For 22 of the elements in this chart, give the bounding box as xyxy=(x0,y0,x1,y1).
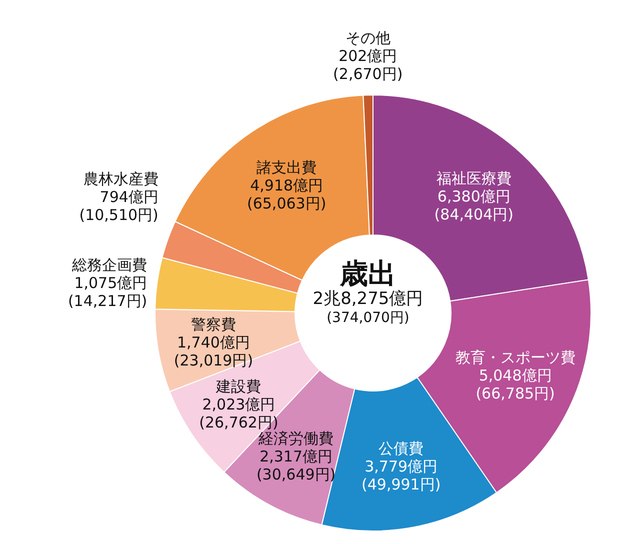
data-label: 202億円 (2,670円) xyxy=(333,47,403,84)
data-label: 794億円 (10,510円) xyxy=(79,188,158,224)
slice-label: その他 xyxy=(345,29,390,48)
data-label: 1,740億円 (23,019円) xyxy=(174,333,254,370)
data-label: 4,918億円 (65,063円) xyxy=(246,176,326,212)
slice-label: 教育・スポーツ費 xyxy=(455,348,576,366)
data-label: 1,075億円 (14,217円) xyxy=(68,274,148,310)
slice-label: 公債費 xyxy=(378,439,424,458)
slice-label: 建設費 xyxy=(215,378,262,396)
slice-label: 警察費 xyxy=(190,315,236,334)
data-label: 3,779億円 (49,991円) xyxy=(362,457,441,494)
text: 歳出 xyxy=(338,257,396,290)
data-label: 5,048億円 (66,785円) xyxy=(476,366,555,402)
data-label: 6,380億円 (84,404円) xyxy=(434,187,514,224)
slice-label: 福祉医療費 xyxy=(436,169,512,188)
slice-label: 総務企画費 xyxy=(71,256,148,274)
text: 2兆8,275億円 xyxy=(312,289,424,310)
text: (374,070円) xyxy=(326,310,410,326)
slice-label: 諸支出費 xyxy=(256,158,317,176)
slice-label: 経済労働費 xyxy=(258,430,334,448)
data-label: 2,023億円 (26,762円) xyxy=(199,396,278,432)
slice-label: 農林水産費 xyxy=(83,170,158,188)
